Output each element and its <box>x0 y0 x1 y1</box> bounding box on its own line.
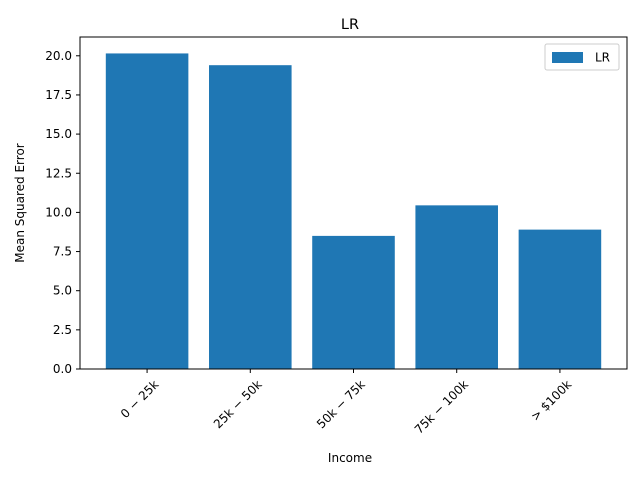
y-tick-label-8: 20.0 <box>45 49 72 63</box>
y-axis-ticks: 0.0 2.5 5.0 7.5 10.0 12.5 15.0 17.5 20.0 <box>45 49 80 376</box>
y-tick-label-0: 0.0 <box>53 362 72 376</box>
plot-area: 0.02.55.07.510.012.515.017.520.0 0 − 25k… <box>45 36 628 437</box>
bars-group <box>105 53 602 369</box>
bar-1 <box>209 65 292 369</box>
chart-title: LR <box>341 17 359 33</box>
y-tick-label-7: 17.5 <box>45 88 72 102</box>
bar-2 <box>312 235 395 369</box>
y-tick-label-1: 2.5 <box>53 323 72 337</box>
y-tick-label-3: 7.5 <box>53 245 72 259</box>
legend-swatch <box>552 52 583 63</box>
y-tick-label-4: 10.0 <box>45 205 72 219</box>
y-axis-label: Mean Squared Error <box>13 143 27 263</box>
x-axis-label: Income <box>328 451 372 465</box>
y-tick-label-5: 12.5 <box>45 166 72 180</box>
bar-0 <box>105 53 189 369</box>
y-tick-label-2: 5.0 <box>53 284 72 298</box>
bar-4 <box>518 229 602 369</box>
bar-3 <box>415 205 498 369</box>
y-tick-label-6: 15.0 <box>45 127 72 141</box>
legend-label: LR <box>595 51 610 65</box>
legend: LR <box>544 43 620 71</box>
